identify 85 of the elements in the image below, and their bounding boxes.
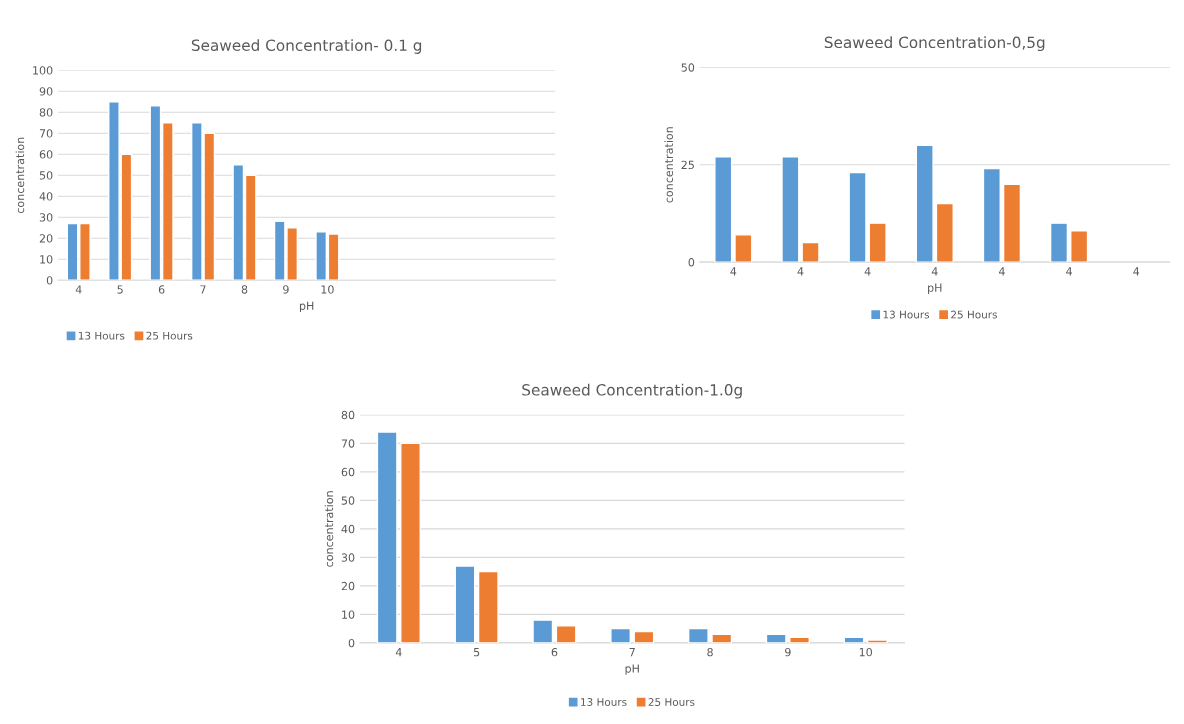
bar	[555, 625, 577, 643]
y-axis-title: concentration	[324, 491, 334, 567]
bar	[848, 171, 867, 263]
y-tick-label: 80	[39, 108, 53, 117]
chart-title: Seaweed Concentration-0,5g	[824, 36, 1045, 52]
bar	[714, 156, 733, 263]
y-tick-label: 100	[33, 66, 53, 75]
bar	[866, 639, 888, 643]
y-tick-label: 0	[46, 276, 53, 285]
bar	[477, 570, 499, 643]
legend-label: 25 Hours	[648, 698, 695, 706]
y-tick-label: 0	[688, 258, 695, 267]
x-tick-label: 7	[200, 285, 206, 294]
bar	[454, 565, 476, 643]
bar	[982, 167, 1001, 263]
legend-label: 25 Hours	[951, 310, 997, 319]
y-tick-label: 30	[341, 553, 355, 562]
x-tick-label: 6	[158, 285, 165, 294]
x-tick-label: 8	[241, 285, 248, 294]
y-tick-label: 50	[681, 63, 695, 72]
bar	[687, 627, 709, 643]
bar	[633, 630, 655, 643]
y-tick-label: 10	[40, 255, 53, 264]
y-tick-label: 40	[39, 192, 53, 201]
chart-title: Seaweed Concentration-1.0g	[522, 383, 742, 399]
bar	[801, 241, 820, 263]
y-tick-label: 70	[39, 129, 53, 138]
x-tick-label: 4	[1066, 267, 1072, 276]
bar	[1002, 183, 1022, 263]
bar	[1070, 230, 1089, 263]
x-axis-title: pH	[928, 283, 942, 295]
x-axis-title: pH	[625, 664, 639, 675]
x-tick-label: 4	[1133, 267, 1140, 276]
x-tick-label: 9	[785, 647, 791, 657]
x-tick-label: 9	[283, 285, 289, 294]
x-tick-label: 4	[75, 285, 82, 294]
y-tick-label: 50	[341, 496, 355, 505]
bar	[400, 442, 421, 643]
x-tick-label: 4	[864, 267, 871, 276]
y-axis-title: concentration	[664, 127, 674, 203]
y-tick-label: 10	[342, 610, 355, 619]
x-tick-label: 7	[629, 648, 635, 657]
y-tick-label: 20	[341, 581, 355, 591]
bar	[915, 144, 934, 263]
bar	[935, 202, 954, 263]
y-tick-label: 25	[681, 160, 694, 170]
bar	[843, 636, 865, 643]
y-tick-label: 60	[39, 150, 53, 159]
bar	[610, 627, 632, 643]
bar	[532, 619, 554, 643]
legend-label: 13 Hours	[883, 310, 930, 319]
x-tick-label: 4	[998, 267, 1005, 276]
y-tick-label: 60	[341, 467, 355, 477]
bar	[765, 633, 787, 643]
x-tick-label: 4	[931, 267, 938, 276]
bar	[711, 633, 733, 643]
x-tick-label: 4	[730, 267, 737, 276]
x-tick-label: 4	[395, 648, 402, 657]
y-axis-title: concentration	[15, 137, 25, 214]
bar	[781, 156, 800, 263]
y-tick-label: 70	[341, 439, 355, 448]
bar	[1049, 222, 1069, 263]
y-tick-label: 80	[341, 410, 355, 420]
x-tick-label: 10	[859, 647, 872, 657]
y-tick-label: 30	[39, 213, 53, 222]
y-tick-label: 20	[39, 234, 53, 243]
legend-label: 25 Hours	[146, 331, 193, 340]
legend-label: 13 Hours	[581, 698, 627, 706]
chart-title: Seaweed Concentration- 0.1 g	[191, 39, 422, 54]
x-tick-label: 10	[321, 285, 334, 294]
x-tick-label: 5	[473, 648, 480, 657]
bar	[789, 636, 810, 643]
y-tick-label: 40	[341, 524, 355, 534]
x-tick-label: 4	[797, 267, 804, 276]
x-tick-label: 5	[117, 285, 123, 294]
bar	[376, 431, 398, 643]
legend-label: 13 Hours	[78, 331, 125, 340]
x-axis-title: pH	[299, 301, 314, 313]
y-tick-label: 90	[39, 87, 53, 96]
x-tick-label: 8	[707, 647, 713, 657]
x-tick-label: 6	[551, 647, 558, 657]
bar	[734, 234, 753, 263]
bar	[868, 222, 887, 263]
y-tick-label: 50	[39, 171, 53, 180]
y-tick-label: 0	[348, 638, 355, 648]
